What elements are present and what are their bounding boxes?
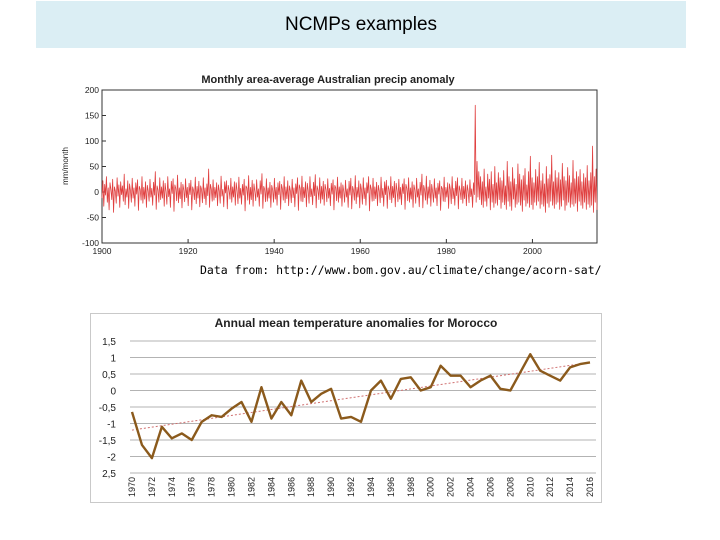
precip-x-tick-label: 1940 — [265, 246, 284, 256]
morocco-x-tick-label: 1976 — [187, 477, 197, 497]
precip-x-tick-label: 1980 — [437, 246, 456, 256]
precip-y-tick-label: 0 — [94, 187, 99, 197]
morocco-x-tick-label: 2008 — [505, 477, 515, 497]
morocco-x-tick-label: 1972 — [147, 477, 157, 497]
morocco-x-tick-label: 2014 — [565, 477, 575, 497]
morocco-x-tick-label: 2004 — [466, 477, 476, 497]
precip-y-tick-label: -100 — [82, 238, 99, 248]
precip-anomaly-series — [101, 104, 598, 213]
morocco-chart-title: Annual mean temperature anomalies for Mo… — [215, 316, 498, 330]
precip-y-axis-label: mm/month — [61, 147, 70, 185]
morocco-y-tick-label: 0 — [110, 387, 116, 398]
morocco-x-tick-label: 1974 — [167, 477, 177, 497]
morocco-x-tick-label: 2006 — [485, 477, 495, 497]
morocco-x-tick-label: 1998 — [406, 477, 416, 497]
precip-y-tick-label: -50 — [87, 213, 100, 223]
morocco-y-tick-label: 1 — [110, 354, 116, 365]
morocco-x-tick-label: 1988 — [306, 477, 316, 497]
precip-x-tick-label: 1960 — [351, 246, 370, 256]
precip-anomaly-chart: Monthly area-average Australian precip a… — [61, 74, 598, 256]
morocco-x-tick-label: 2016 — [585, 477, 595, 497]
slide-title: NCMPs examples — [284, 13, 438, 35]
morocco-y-tick-label: 2,5 — [102, 469, 116, 480]
morocco-x-tick-label: 2012 — [545, 477, 555, 497]
morocco-y-tick-label: -2 — [107, 453, 116, 464]
morocco-x-tick-label: 1984 — [266, 477, 276, 497]
morocco-temp-anomaly-chart: Annual mean temperature anomalies for Mo… — [90, 313, 602, 503]
precip-x-tick-label: 2000 — [523, 246, 542, 256]
precip-y-tick-label: 100 — [85, 136, 99, 146]
precip-y-tick-label: 50 — [90, 162, 100, 172]
precip-y-tick-label: 200 — [85, 85, 99, 95]
morocco-x-tick-label: 1970 — [127, 477, 137, 497]
morocco-x-tick-label: 1980 — [227, 477, 237, 497]
precip-chart-title: Monthly area-average Australian precip a… — [201, 74, 455, 86]
morocco-x-tick-label: 1992 — [346, 477, 356, 497]
morocco-anomaly-series — [130, 353, 591, 460]
precip-y-tick-label: 150 — [85, 111, 99, 121]
morocco-x-tick-label: 1982 — [246, 477, 256, 497]
morocco-x-tick-label: 1996 — [386, 477, 396, 497]
data-source-note: Data from: http://www.bom.gov.au/climate… — [200, 263, 602, 277]
morocco-y-tick-label: -1 — [107, 420, 116, 431]
morocco-x-tick-label: 1978 — [207, 477, 217, 497]
precip-x-tick-label: 1900 — [93, 246, 112, 256]
morocco-y-tick-label: 0,5 — [102, 370, 116, 381]
morocco-chart-border — [90, 313, 602, 503]
morocco-y-tick-label: 1,5 — [102, 337, 116, 348]
morocco-y-tick-label: -0,5 — [99, 403, 117, 414]
morocco-x-tick-label: 2010 — [525, 477, 535, 497]
morocco-x-tick-label: 1986 — [286, 477, 296, 497]
morocco-x-tick-label: 1994 — [366, 477, 376, 497]
morocco-x-tick-label: 1990 — [326, 477, 336, 497]
slide-title-bar: NCMPs examples — [36, 1, 686, 48]
precip-x-tick-label: 1920 — [179, 246, 198, 256]
precip-plot-frame — [101, 89, 598, 244]
morocco-x-tick-label: 2000 — [426, 477, 436, 497]
morocco-x-tick-label: 2002 — [446, 477, 456, 497]
morocco-y-tick-label: -1,5 — [99, 436, 117, 447]
